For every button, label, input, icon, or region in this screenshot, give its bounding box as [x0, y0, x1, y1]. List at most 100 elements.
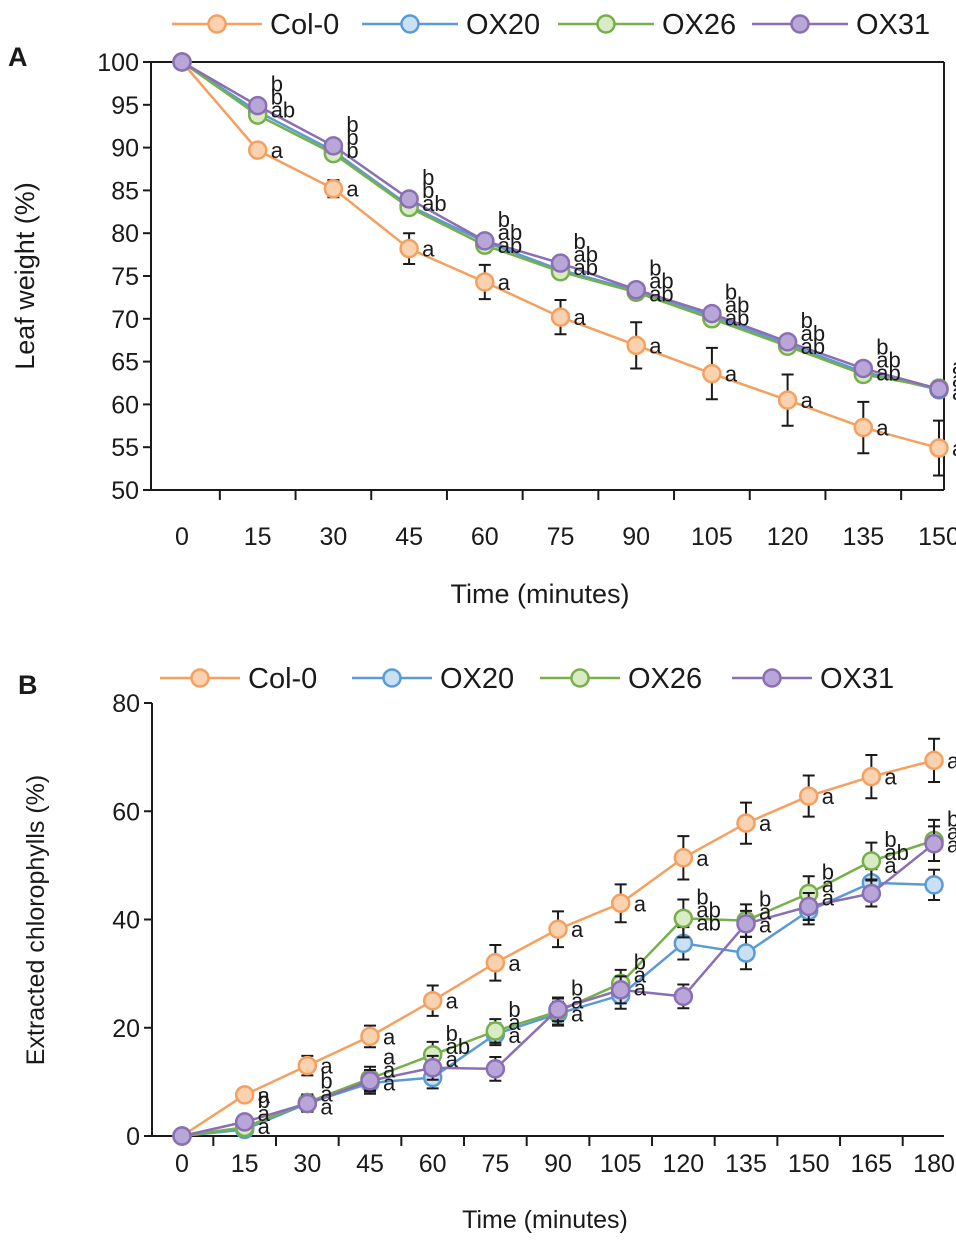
data-point-Col-0: [673, 848, 694, 868]
legend-marker-OX20: [400, 14, 420, 34]
x-tick-label: 0: [175, 1150, 189, 1178]
significance-letter: b: [508, 997, 520, 1022]
significance-letter: a: [508, 1023, 521, 1048]
y-tick-label: 70: [111, 306, 139, 334]
data-point-Col-0: [610, 893, 631, 914]
significance-letter: a: [383, 1045, 396, 1070]
panel-a-series: [172, 52, 949, 477]
series-line-OX26: [181, 60, 940, 390]
legend-label-OX26: OX26: [662, 9, 736, 41]
x-tick-label: 135: [842, 523, 884, 551]
data-point-OX26: [485, 1021, 506, 1041]
panel-b-label: B: [18, 670, 38, 700]
data-point-OX31: [550, 253, 571, 273]
x-tick-label: 105: [600, 1150, 642, 1178]
data-point-Col-0: [702, 363, 722, 384]
significance-letter: b: [346, 112, 358, 137]
significance-letter: a: [952, 380, 956, 405]
significance-letter: ab: [876, 347, 900, 372]
significance-letter: a: [383, 1071, 396, 1096]
x-tick-label: 60: [419, 1150, 447, 1178]
significance-letter: a: [571, 1001, 584, 1026]
significance-letter: a: [952, 354, 956, 379]
x-tick-label: 165: [851, 1150, 893, 1178]
y-tick-label: 80: [111, 220, 139, 248]
significance-letter: b: [498, 207, 510, 232]
panel-a-x-axis-title: Time (minutes): [450, 579, 629, 609]
x-tick-label: 135: [725, 1150, 767, 1178]
x-tick-label: 15: [231, 1150, 259, 1178]
significance-letter: a: [947, 748, 956, 773]
data-point-Col-0: [736, 813, 756, 833]
data-point-OX31: [548, 999, 568, 1020]
panel-a-chart: A Col-0 OX20 OX26 OX31 50 55 60 65 70 75 80 85 90 95…: [8, 9, 956, 609]
y-tick-label: 65: [111, 349, 139, 377]
data-point-OX26: [861, 851, 882, 871]
y-tick-label: 60: [112, 798, 140, 826]
panel-b-series: [172, 737, 944, 1146]
significance-letter: ab: [725, 293, 749, 318]
series-line-OX20: [181, 60, 940, 392]
significance-letter: a: [801, 388, 814, 413]
significance-letter: ab: [947, 819, 956, 844]
significance-letter: b: [725, 280, 737, 305]
legend-label-OX31: OX31: [856, 9, 930, 41]
data-point-Col-0: [422, 990, 443, 1011]
significance-letter: ab: [696, 897, 720, 922]
data-point-OX31: [297, 1093, 318, 1114]
significance-letter: a: [952, 436, 956, 461]
panel-a-y-ticks: 50 55 60 65 70 75 80 85 90 95 100: [97, 49, 151, 505]
data-point-Col-0: [929, 438, 949, 458]
significance-letter: b: [571, 975, 583, 1000]
significance-letter: ab: [884, 840, 908, 865]
data-point-OX31: [422, 1058, 443, 1078]
significance-letter: b: [320, 1068, 332, 1093]
significance-letter: a: [759, 900, 772, 925]
significance-letter: b: [422, 165, 434, 190]
data-point-OX31: [736, 914, 756, 934]
x-tick-label: 15: [244, 523, 272, 551]
x-tick-label: 75: [481, 1150, 509, 1178]
significance-letter: b: [271, 72, 283, 97]
significance-letter: b: [634, 949, 646, 974]
x-tick-label: 30: [319, 523, 347, 551]
significance-letter: a: [446, 1047, 459, 1072]
data-point-Col-0: [548, 919, 568, 939]
data-point-OX31: [861, 883, 882, 904]
panel-a-x-ticks: 0 15 30 45 60 75 90 105 120 135 150: [175, 490, 956, 551]
data-point-OX31: [924, 833, 944, 854]
significance-letter: a: [725, 362, 738, 387]
x-tick-label: 150: [788, 1150, 830, 1178]
data-point-OX31: [929, 379, 949, 399]
significance-letter: a: [346, 177, 359, 202]
data-point-Col-0: [861, 766, 882, 787]
significance-letter: b: [258, 1088, 270, 1113]
data-point-OX20: [736, 943, 756, 963]
data-point-Col-0: [853, 417, 874, 438]
data-point-OX31: [360, 1071, 380, 1091]
data-point-Col-0: [798, 786, 819, 806]
data-point-OX31: [323, 136, 344, 156]
y-tick-label: 40: [112, 907, 140, 935]
significance-letter: b: [696, 884, 708, 909]
x-tick-label: 90: [544, 1150, 572, 1178]
panel-b-y-axis-title: Extracted chlorophylls (%): [22, 775, 50, 1065]
y-tick-label: 0: [126, 1123, 140, 1151]
significance-letter: ab: [725, 306, 749, 331]
significance-letter: ab: [696, 910, 720, 935]
legend-label-OX20: OX20: [440, 663, 514, 695]
significance-letter: ab: [498, 233, 522, 258]
x-tick-label: 0: [175, 523, 189, 551]
significance-letter: ab: [574, 242, 598, 267]
y-tick-label: 80: [112, 690, 140, 718]
data-point-OX31: [172, 1126, 192, 1146]
significance-letter: b: [649, 256, 661, 281]
legend-marker-Col-0: [207, 14, 227, 34]
x-tick-label: 90: [622, 523, 650, 551]
panel-b-x-axis-title: Time (minutes): [462, 1206, 628, 1234]
data-point-OX31: [475, 231, 495, 251]
series-line-OX31: [181, 60, 940, 391]
significance-letter: a: [508, 951, 521, 976]
significance-letter: ab: [498, 220, 522, 245]
